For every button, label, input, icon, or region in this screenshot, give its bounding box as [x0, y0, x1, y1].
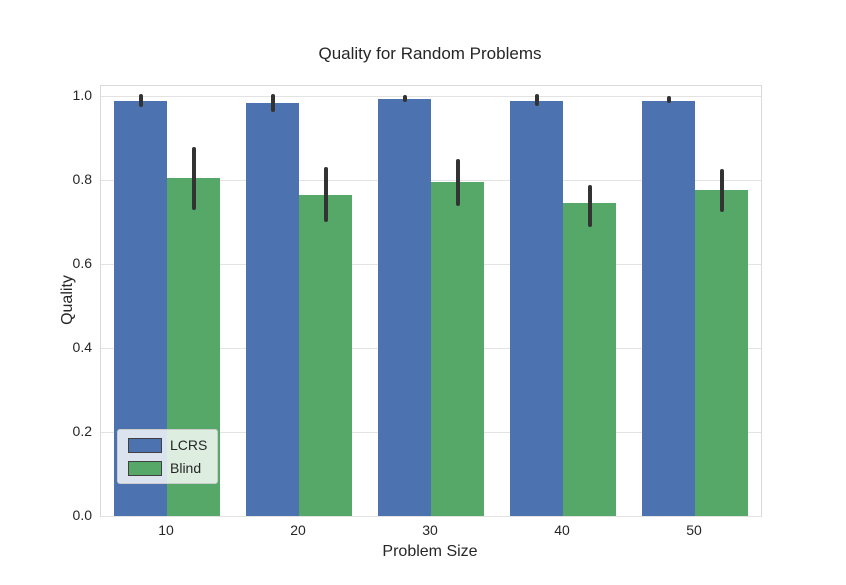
legend-entry-blind: Blind	[128, 460, 207, 476]
x-tick-label: 20	[290, 522, 306, 538]
error-bar	[270, 93, 275, 113]
legend: LCRS Blind	[117, 429, 219, 484]
y-tick-label: 0.2	[72, 423, 92, 440]
error-bar	[455, 158, 460, 207]
x-axis-label: Problem Size	[382, 543, 478, 560]
error-bar	[534, 94, 539, 106]
x-tick-label: 10	[158, 522, 174, 538]
x-tick-label: 50	[686, 522, 702, 538]
x-tick-label: 30	[422, 522, 438, 538]
chart-title: Quality for Random Problems	[318, 44, 542, 63]
bar-blind	[563, 203, 616, 516]
gridline	[101, 179, 761, 181]
error-bar	[191, 146, 196, 210]
y-tick-label: 0.8	[72, 171, 92, 188]
bar-blind	[431, 181, 484, 516]
error-bar	[402, 95, 407, 102]
error-bar	[138, 94, 143, 107]
error-bar	[666, 95, 671, 104]
bar-blind	[299, 195, 352, 516]
legend-entry-lcrs: LCRS	[128, 437, 207, 453]
error-bar	[587, 184, 592, 227]
legend-swatch	[128, 460, 162, 476]
bar-lcrs	[510, 100, 563, 516]
legend-label: Blind	[170, 460, 202, 476]
error-bar	[323, 166, 328, 223]
y-tick-label: 1.0	[72, 87, 92, 104]
y-tick-label: 0.0	[72, 507, 92, 523]
y-tick-label: 0.4	[72, 339, 92, 356]
gridline	[101, 515, 761, 517]
bar-lcrs	[246, 102, 299, 516]
bar-lcrs	[378, 98, 431, 516]
bar-blind	[695, 190, 748, 516]
bar-lcrs	[642, 100, 695, 516]
error-bar	[719, 169, 724, 212]
legend-swatch	[128, 437, 162, 453]
gridline	[101, 96, 761, 97]
x-tick-label: 40	[554, 522, 570, 538]
plot-area: LCRS Blind	[100, 85, 762, 517]
y-tick-label: 0.6	[72, 255, 92, 272]
legend-label: LCRS	[170, 437, 208, 453]
